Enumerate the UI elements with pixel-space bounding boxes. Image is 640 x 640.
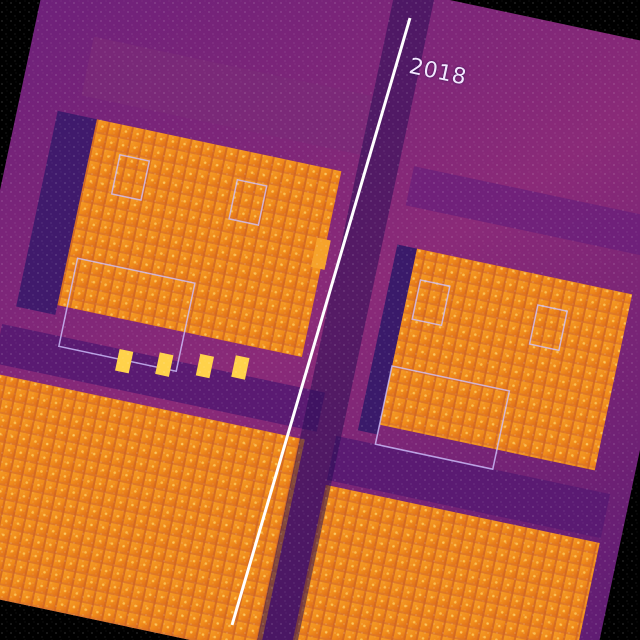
noise-overlay [0,0,640,640]
thermal-comparison-image [0,0,640,640]
